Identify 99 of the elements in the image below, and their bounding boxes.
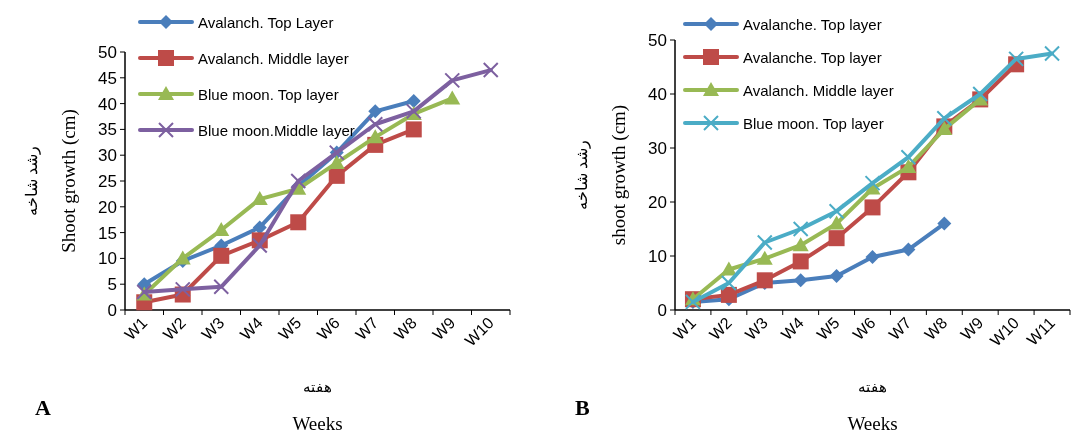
text: هفته [858,379,887,395]
point [901,242,916,257]
x-tick-label: W7 [352,314,382,344]
point [252,220,267,235]
x-tick-label: W8 [390,314,420,344]
text: رشد شاخه [573,140,591,210]
point [756,272,773,289]
point [792,221,809,237]
legend-label: Blue moon.Middle layer [198,122,355,139]
x-tick-label: W4 [777,314,807,344]
legend-label: Blue moon. Top layer [198,86,339,103]
point [367,129,384,144]
y-tick-label: 30 [648,139,667,158]
y-tick-label: 10 [98,249,117,269]
point [251,237,268,254]
x-tick-label: W1 [121,314,151,344]
legend-label: Avalanch. Middle layer [743,82,894,99]
x-tick-label: W2 [159,314,189,344]
y-tick-label: 35 [98,120,117,140]
point [405,121,422,138]
legend-label: Avalanch. Top Layer [198,14,334,31]
point [368,104,383,119]
y-tick-label: 30 [98,146,117,166]
legend-label: Avalanche. Top layer [743,49,882,66]
text: هفته [303,379,332,395]
point [720,275,737,291]
text: A [35,395,51,420]
x-axis-title: Weeks [292,413,343,434]
text: رشد شاخه [23,146,41,216]
y-tick-label: 45 [98,68,117,88]
y-tick-label: 25 [98,172,117,191]
y-tick-label: 10 [648,247,667,266]
point [828,215,845,230]
point [900,149,917,166]
point [290,214,307,231]
y-tick-label: 40 [648,85,667,104]
point [720,286,737,303]
point [174,281,191,298]
point [213,222,230,237]
y-tick-label: 0 [107,301,117,320]
point [720,261,737,276]
x-tick-label: W7 [885,314,915,344]
point [367,116,384,133]
point [865,250,880,265]
point [328,167,345,184]
y-tick-label: 5 [107,275,117,295]
x-tick-label: W11 [1023,314,1059,349]
point [756,250,773,265]
legend-label: Avalanch. Middle layer [198,50,349,67]
point [793,273,808,288]
point [828,203,845,220]
x-tick-label: W3 [741,314,771,344]
point [900,158,917,173]
point [444,72,461,89]
x-tick-label: W6 [313,314,343,344]
point [864,199,881,216]
y-axis-title: Shoot growth (cm) [58,109,80,253]
point [972,86,989,102]
point [1044,45,1061,62]
x-axis-title: Weeks [847,413,898,434]
x-tick-label: W6 [849,314,879,344]
point [792,253,809,270]
x-tick-label: W9 [429,314,459,344]
x-tick-label: W1 [670,314,700,344]
text: B [575,395,590,420]
point [444,90,461,105]
y-tick-label: 20 [648,193,667,212]
point [937,216,952,231]
x-tick-label: W4 [236,314,266,344]
x-tick-label: W10 [986,314,1023,350]
point [1008,50,1025,67]
point [756,234,773,251]
point [213,247,230,264]
point [828,230,845,247]
point [213,278,230,295]
point [406,94,421,109]
x-tick-label: W3 [198,314,228,344]
y-tick-label: 15 [98,223,117,243]
y-tick-label: 0 [657,301,667,320]
point [792,237,809,252]
y-tick-label: 40 [98,94,117,114]
legend-label: Avalanche. Top layer [743,16,882,33]
x-tick-label: W8 [921,314,951,344]
point [864,175,881,192]
y-tick-label: 20 [98,197,117,217]
x-tick-label: W10 [461,314,497,350]
point [829,268,844,283]
y-axis-title: shoot growth (cm) [608,104,630,246]
legend-label: Blue moon. Top layer [743,115,884,132]
x-tick-label: W2 [705,314,736,344]
y-tick-label: 50 [98,43,117,62]
y-tick-label: 50 [648,31,667,50]
point [482,62,499,79]
point [290,173,307,189]
point [251,191,268,206]
x-tick-label: W5 [275,314,305,344]
x-tick-label: W9 [957,314,987,344]
x-tick-label: W5 [813,314,843,344]
point [936,110,953,127]
